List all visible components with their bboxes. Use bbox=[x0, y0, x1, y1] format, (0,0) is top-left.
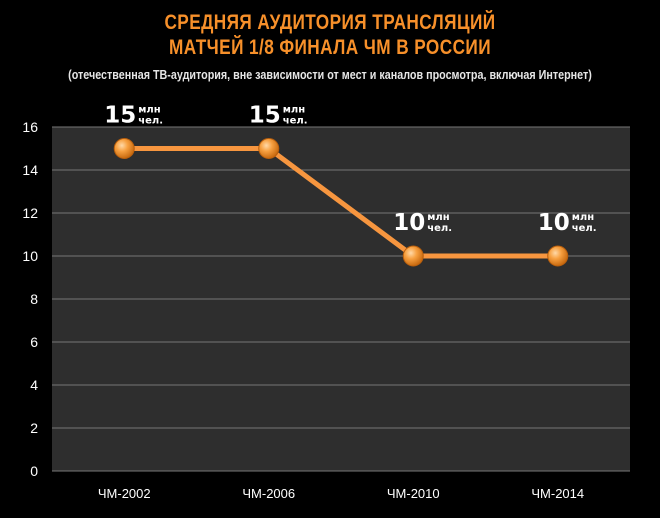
y-tick-label: 4 bbox=[30, 377, 38, 393]
x-category-label: ЧМ-2006 bbox=[242, 486, 295, 501]
data-label-value: 15 bbox=[249, 103, 281, 129]
data-label-unit-top: млн bbox=[283, 105, 305, 116]
y-tick-label: 8 bbox=[30, 291, 38, 307]
y-tick-label: 12 bbox=[22, 205, 38, 221]
data-label-unit-bottom: чел. bbox=[427, 223, 452, 234]
data-point bbox=[113, 138, 135, 159]
data-label-value: 15 bbox=[104, 103, 136, 129]
data-label-unit-top: млн bbox=[572, 212, 594, 223]
series-line bbox=[121, 146, 561, 259]
data-label-value: 10 bbox=[538, 210, 570, 236]
data-label-value: 10 bbox=[393, 210, 425, 236]
y-tick-label: 0 bbox=[30, 463, 38, 479]
y-tick-label: 14 bbox=[22, 162, 38, 178]
data-point bbox=[258, 138, 280, 159]
x-category-label: ЧМ-2010 bbox=[387, 486, 440, 501]
y-tick-label: 16 bbox=[22, 119, 38, 135]
data-point bbox=[402, 245, 424, 267]
data-label-unit-top: млн bbox=[427, 212, 449, 223]
chart-subtitle: (отечественная ТВ-аудитория, вне зависим… bbox=[68, 68, 592, 82]
data-label-unit-bottom: чел. bbox=[138, 116, 163, 127]
data-label-unit-bottom: чел. bbox=[572, 223, 597, 234]
y-tick-label: 10 bbox=[22, 248, 38, 264]
x-category-label: ЧМ-2002 bbox=[98, 486, 151, 501]
data-point bbox=[547, 245, 569, 267]
chart-title-line2: МАТЧЕЙ 1/8 ФИНАЛА ЧМ В РОССИИ bbox=[168, 36, 491, 59]
chart-title-line1: СРЕДНЯЯ АУДИТОРИЯ ТРАНСЛЯЦИЙ bbox=[164, 11, 496, 34]
y-tick-label: 6 bbox=[30, 334, 38, 350]
data-label-unit-top: млн bbox=[138, 105, 160, 116]
data-label-unit-bottom: чел. bbox=[283, 116, 308, 127]
y-tick-label: 2 bbox=[30, 420, 38, 436]
x-category-label: ЧМ-2014 bbox=[531, 486, 584, 501]
